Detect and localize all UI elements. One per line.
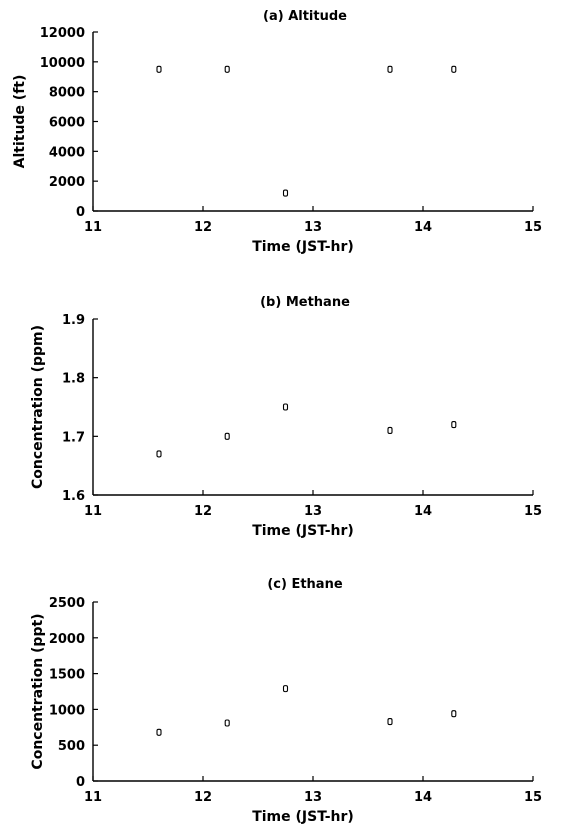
data-point — [282, 189, 289, 197]
x-axis-label: Time (JST-hr) — [252, 809, 354, 825]
x-tick-label: 15 — [524, 790, 542, 805]
data-point — [387, 426, 393, 435]
x-tick-label: 11 — [84, 790, 102, 805]
y-tick-label: 0 — [76, 775, 85, 790]
y-tick-label: 6000 — [49, 116, 85, 131]
x-tick-label: 15 — [524, 220, 542, 235]
x-tick-label: 11 — [84, 220, 102, 235]
data-point — [451, 421, 457, 429]
y-tick-label: 8000 — [49, 86, 85, 101]
x-tick-label: 13 — [304, 790, 322, 805]
x-tick-label: 14 — [414, 504, 432, 519]
chart-title: (a) Altitude — [263, 9, 347, 24]
chart-ethane: (c) Ethane 0 500 1000 1500 2000 2500 11 12 13 14 15… — [30, 577, 542, 825]
x-tick-label: 13 — [304, 504, 322, 519]
x-tick-label: 14 — [414, 220, 432, 235]
x-tick-label: 14 — [414, 790, 432, 805]
y-axis-label: Concentration (ppt) — [30, 613, 46, 769]
data-point — [282, 685, 289, 693]
data-point — [387, 65, 393, 73]
x-tick-label: 13 — [304, 220, 322, 235]
x-tick-label: 11 — [84, 504, 102, 519]
y-tick-label: 10000 — [40, 56, 85, 71]
chart-title: (c) Ethane — [267, 577, 342, 592]
data-point — [156, 65, 162, 73]
y-tick-label: 1.7 — [62, 430, 85, 445]
y-tick-label: 2000 — [49, 632, 85, 647]
y-tick-label: 2000 — [49, 175, 85, 190]
x-axis-label: Time (JST-hr) — [252, 239, 354, 255]
y-tick-label: 4000 — [49, 145, 85, 160]
data-point — [387, 718, 393, 726]
y-tick-label: 2500 — [49, 596, 85, 611]
chart-title: (b) Methane — [260, 295, 350, 310]
data-point — [156, 450, 162, 458]
data-point — [224, 432, 230, 440]
data-point — [451, 710, 457, 718]
y-tick-label: 500 — [58, 739, 85, 754]
y-tick-label: 1.6 — [62, 489, 85, 504]
y-tick-label: 1.8 — [62, 372, 85, 387]
y-axis-label: Concentration (ppm) — [30, 325, 46, 489]
x-tick-label: 12 — [194, 220, 212, 235]
y-tick-label: 0 — [76, 205, 85, 220]
y-tick-label: 1500 — [49, 668, 85, 683]
y-axis-label: Altitude (ft) — [12, 75, 28, 169]
data-point — [156, 728, 162, 736]
data-point — [224, 719, 230, 727]
chart-altitude: (a) Altitude 0 2000 4000 6000 8000 10000 12000 1… — [12, 9, 542, 255]
x-tick-label: 15 — [524, 504, 542, 519]
data-point — [224, 65, 230, 73]
chart-methane: (b) Methane 1.6 1.7 1.8 1.9 11 12 13 14 15 Time (J… — [30, 295, 542, 539]
y-tick-label: 1.9 — [62, 313, 85, 328]
x-tick-label: 12 — [194, 504, 212, 519]
x-axis-label: Time (JST-hr) — [252, 523, 354, 539]
y-tick-label: 1000 — [49, 703, 85, 718]
data-point — [451, 65, 457, 73]
data-point — [282, 403, 289, 411]
x-tick-label: 12 — [194, 790, 212, 805]
y-tick-label: 12000 — [40, 26, 85, 41]
